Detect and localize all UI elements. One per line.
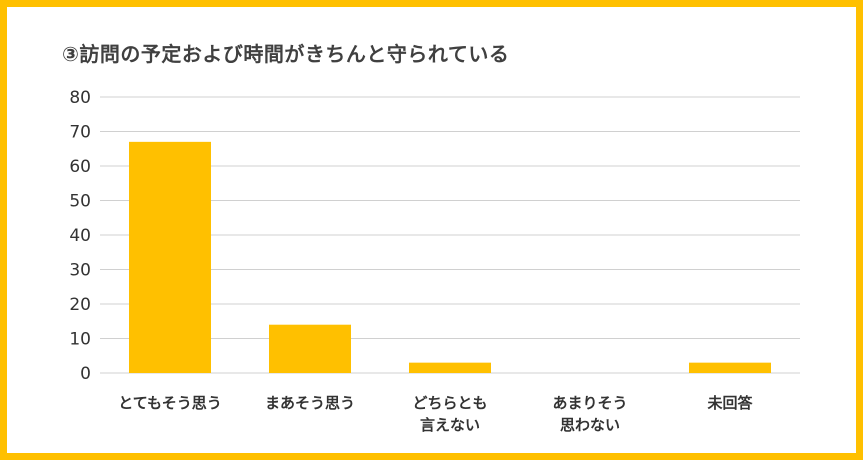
y-tick-label: 30 bbox=[69, 261, 91, 281]
x-category-label-line: 言えない bbox=[420, 416, 480, 434]
gridlines bbox=[100, 96, 800, 374]
x-category-label-line: どちらとも bbox=[412, 394, 487, 412]
bar-4 bbox=[689, 362, 771, 373]
x-category-label: あまりそう思わない bbox=[552, 394, 627, 434]
y-tick-label: 40 bbox=[69, 226, 91, 246]
bar-1 bbox=[269, 324, 351, 373]
x-axis-labels: とてもそう思う まあそう思う どちらとも言えない あまりそう思わない 未回答 bbox=[118, 394, 753, 434]
y-tick-label: 20 bbox=[69, 295, 91, 315]
bar-2 bbox=[409, 362, 491, 373]
y-tick-label: 70 bbox=[69, 123, 91, 143]
x-category-label: とてもそう思う bbox=[118, 394, 222, 412]
y-tick-label: 50 bbox=[69, 192, 91, 212]
y-tick-label: 10 bbox=[69, 330, 91, 350]
y-axis-ticks: 0 10 20 30 40 50 60 70 80 bbox=[69, 88, 91, 384]
chart-title: ③訪問の予定および時間がきちんと守られている bbox=[62, 42, 510, 66]
x-category-label-line: まあそう思う bbox=[265, 394, 355, 412]
x-category-label-line: とてもそう思う bbox=[118, 394, 222, 412]
x-category-label: どちらとも言えない bbox=[412, 394, 487, 434]
x-category-label: まあそう思う bbox=[265, 394, 355, 412]
bar-0 bbox=[129, 141, 211, 373]
y-tick-label: 0 bbox=[80, 364, 91, 384]
x-category-label-line: あまりそう bbox=[552, 394, 627, 412]
x-category-label-line: 思わない bbox=[560, 416, 620, 434]
bars bbox=[129, 141, 771, 373]
x-category-label-line: 未回答 bbox=[706, 394, 753, 412]
x-category-label: 未回答 bbox=[706, 394, 753, 412]
y-tick-label: 60 bbox=[69, 157, 91, 177]
y-tick-label: 80 bbox=[69, 88, 91, 108]
